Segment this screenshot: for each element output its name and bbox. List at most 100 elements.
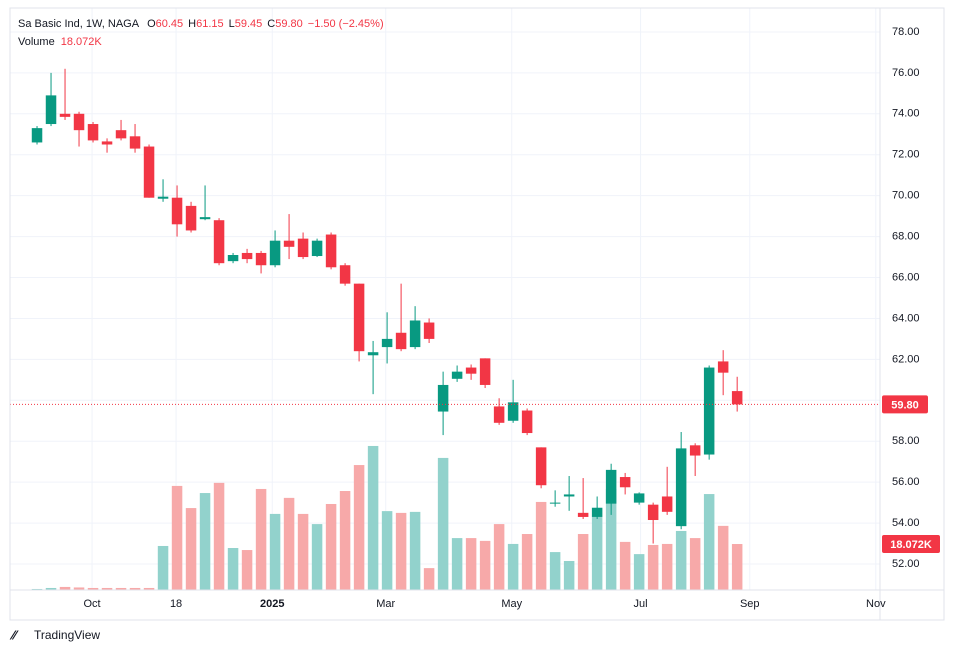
candle-body xyxy=(479,358,491,385)
volume-bar xyxy=(717,525,729,590)
candle-body xyxy=(437,384,449,412)
volume-bar xyxy=(73,587,85,590)
y-tick-label: 68.00 xyxy=(892,230,920,242)
ohlc-value: 60.45 xyxy=(156,18,184,30)
volume-bar xyxy=(689,538,701,590)
volume-bar xyxy=(311,524,323,590)
volume-bar xyxy=(129,587,141,590)
candles xyxy=(10,68,880,544)
ohlc-key: O xyxy=(147,18,156,30)
chart-frame xyxy=(9,7,945,621)
y-tick-label: 74.00 xyxy=(892,108,920,120)
x-tick-label: 2025 xyxy=(260,598,284,610)
volume-bar xyxy=(255,488,267,590)
candle-body xyxy=(535,447,547,486)
ohlc: O60.45 H61.15 L59.45 C59.80 −1.50 (−2.45%) xyxy=(147,18,384,30)
candle-body xyxy=(143,146,155,198)
candle-body xyxy=(591,507,603,517)
volume-legend: Volume 18.072K xyxy=(18,36,102,48)
candle-body xyxy=(689,445,701,456)
candle-body xyxy=(409,320,421,348)
volume-bar xyxy=(521,534,533,590)
candle-body xyxy=(311,240,323,257)
volume-bar xyxy=(143,587,155,590)
volume-tag xyxy=(882,535,940,554)
candle-body xyxy=(647,504,659,521)
candle-body xyxy=(213,220,225,264)
volume-bar xyxy=(661,543,673,590)
volume-bar xyxy=(493,524,505,590)
candle-body xyxy=(563,494,575,497)
y-tick-label: 62.00 xyxy=(892,353,920,365)
candle-body xyxy=(199,217,211,220)
candle-body xyxy=(325,234,337,268)
volume-bar xyxy=(451,538,463,590)
y-tick-label: 58.00 xyxy=(892,435,920,447)
volume-bar xyxy=(381,511,393,590)
volume-bar xyxy=(605,488,617,590)
volume-bar xyxy=(465,538,477,590)
candle-body xyxy=(129,136,141,149)
y-tick-label: 70.00 xyxy=(892,190,920,202)
volume-pane xyxy=(31,445,743,590)
candle-body xyxy=(465,367,477,374)
logo-mark: ⁄⁄ xyxy=(9,627,19,642)
candle-body xyxy=(185,205,197,231)
grid xyxy=(10,8,880,590)
volume-bar xyxy=(549,552,561,590)
volume-bar xyxy=(269,513,281,590)
volume-bar xyxy=(115,587,127,590)
volume-bar xyxy=(633,554,645,590)
candle-body xyxy=(269,240,281,266)
volume-bar xyxy=(227,548,239,590)
y-tick-label: 54.00 xyxy=(892,517,920,529)
ohlc-key: C xyxy=(267,18,275,30)
volume-bar xyxy=(507,543,519,590)
volume-title: Volume xyxy=(18,36,55,48)
x-tick-label: Mar xyxy=(376,598,395,610)
symbol-title: Sa Basic Ind, 1W, NAGA xyxy=(18,18,140,30)
candle-body xyxy=(115,130,127,139)
volume-bar xyxy=(185,508,197,590)
candle-body xyxy=(339,265,351,284)
volume-bar xyxy=(731,544,743,590)
x-tick-label: May xyxy=(501,598,522,610)
branding: ⁄⁄ TradingView xyxy=(9,627,100,642)
volume-bar xyxy=(479,540,491,590)
candle-body xyxy=(241,252,253,260)
ohlc-value: 59.80 xyxy=(275,18,303,30)
volume-bar xyxy=(591,516,603,590)
x-tick-label: 18 xyxy=(170,598,182,610)
volume-bar xyxy=(423,568,435,590)
x-tick-label: Oct xyxy=(83,598,100,610)
volume-bar xyxy=(353,465,365,590)
volume-bar xyxy=(87,587,99,590)
volume-bar xyxy=(171,485,183,590)
ohlc-value: 61.15 xyxy=(196,18,224,30)
y-tick-label: 66.00 xyxy=(892,271,920,283)
candle-body xyxy=(703,367,715,455)
volume-bar xyxy=(409,511,421,590)
candle-body xyxy=(283,240,295,247)
candle-body xyxy=(493,406,505,423)
volume-tag-label: 18.072K xyxy=(890,539,932,551)
volume-bar xyxy=(31,588,43,590)
volume-bar xyxy=(339,491,351,590)
candle-body xyxy=(521,410,533,434)
volume-bar xyxy=(283,497,295,590)
volume-bar xyxy=(325,503,337,590)
candle-body xyxy=(605,469,617,504)
volume-bar xyxy=(101,587,113,590)
volume-bar xyxy=(619,541,631,590)
volume-bar xyxy=(367,445,379,590)
volume-bar xyxy=(535,501,547,590)
x-tick-label: Nov xyxy=(866,598,886,610)
volume-value: 18.072K xyxy=(61,36,103,48)
candle-body xyxy=(423,322,435,339)
candle-body xyxy=(87,124,99,141)
candle-body xyxy=(675,448,687,527)
candle-body xyxy=(367,352,379,356)
candle-body xyxy=(731,391,743,405)
candle-body xyxy=(73,113,85,131)
